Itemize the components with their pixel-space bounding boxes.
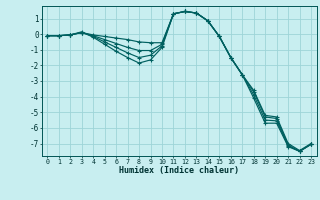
X-axis label: Humidex (Indice chaleur): Humidex (Indice chaleur) (119, 166, 239, 175)
